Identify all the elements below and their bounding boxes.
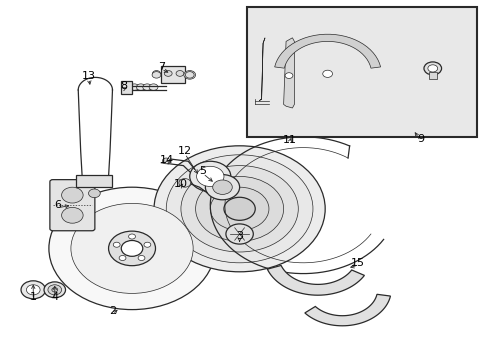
Circle shape — [26, 285, 40, 295]
Bar — [76, 175, 112, 187]
Circle shape — [152, 71, 160, 76]
Circle shape — [189, 161, 230, 192]
Polygon shape — [283, 38, 294, 108]
Circle shape — [162, 158, 170, 164]
Circle shape — [113, 242, 120, 247]
Bar — [161, 66, 184, 83]
Text: 7: 7 — [158, 62, 164, 72]
Text: 12: 12 — [178, 146, 191, 156]
Text: 3: 3 — [236, 231, 243, 241]
Text: 8: 8 — [120, 81, 127, 91]
Circle shape — [108, 231, 155, 266]
Text: 10: 10 — [174, 179, 187, 189]
Circle shape — [195, 176, 283, 241]
Circle shape — [224, 197, 255, 220]
Circle shape — [61, 207, 83, 223]
Circle shape — [136, 84, 145, 90]
Circle shape — [185, 72, 194, 78]
Circle shape — [44, 282, 65, 298]
Circle shape — [121, 240, 142, 256]
Circle shape — [210, 187, 268, 230]
Circle shape — [196, 166, 224, 186]
Text: 13: 13 — [82, 71, 96, 81]
Circle shape — [212, 180, 232, 194]
Circle shape — [176, 71, 183, 76]
Text: 4: 4 — [51, 292, 58, 302]
Text: 5: 5 — [199, 166, 206, 176]
Text: 15: 15 — [350, 258, 364, 268]
Polygon shape — [267, 265, 364, 295]
Circle shape — [166, 155, 312, 263]
Text: 9: 9 — [416, 134, 423, 144]
Text: 2: 2 — [109, 306, 116, 316]
Circle shape — [123, 84, 132, 90]
Circle shape — [149, 84, 158, 90]
Circle shape — [61, 187, 83, 203]
Circle shape — [88, 189, 100, 198]
Circle shape — [322, 70, 332, 77]
Polygon shape — [259, 38, 264, 101]
Circle shape — [285, 73, 292, 78]
Circle shape — [49, 187, 215, 310]
FancyBboxPatch shape — [50, 180, 95, 231]
Circle shape — [179, 179, 190, 187]
Circle shape — [205, 175, 239, 200]
Circle shape — [130, 84, 139, 90]
Text: 6: 6 — [54, 200, 61, 210]
Bar — [428, 72, 436, 79]
Circle shape — [164, 71, 172, 76]
Text: 11: 11 — [282, 135, 296, 145]
Bar — [121, 81, 132, 94]
Circle shape — [152, 72, 161, 78]
Circle shape — [143, 242, 150, 247]
Circle shape — [71, 203, 193, 293]
Text: 14: 14 — [160, 155, 174, 165]
Circle shape — [52, 288, 58, 292]
Circle shape — [128, 234, 135, 239]
Circle shape — [423, 62, 441, 75]
Circle shape — [48, 285, 61, 295]
Polygon shape — [274, 34, 380, 68]
Circle shape — [21, 281, 45, 299]
Circle shape — [225, 224, 253, 244]
Bar — [246, 7, 476, 137]
Circle shape — [183, 71, 195, 79]
Polygon shape — [304, 294, 389, 326]
Circle shape — [119, 256, 126, 261]
Text: 1: 1 — [30, 292, 37, 302]
Circle shape — [154, 146, 325, 272]
Circle shape — [181, 166, 298, 252]
Circle shape — [142, 84, 151, 90]
Circle shape — [427, 65, 437, 72]
Circle shape — [138, 256, 144, 261]
